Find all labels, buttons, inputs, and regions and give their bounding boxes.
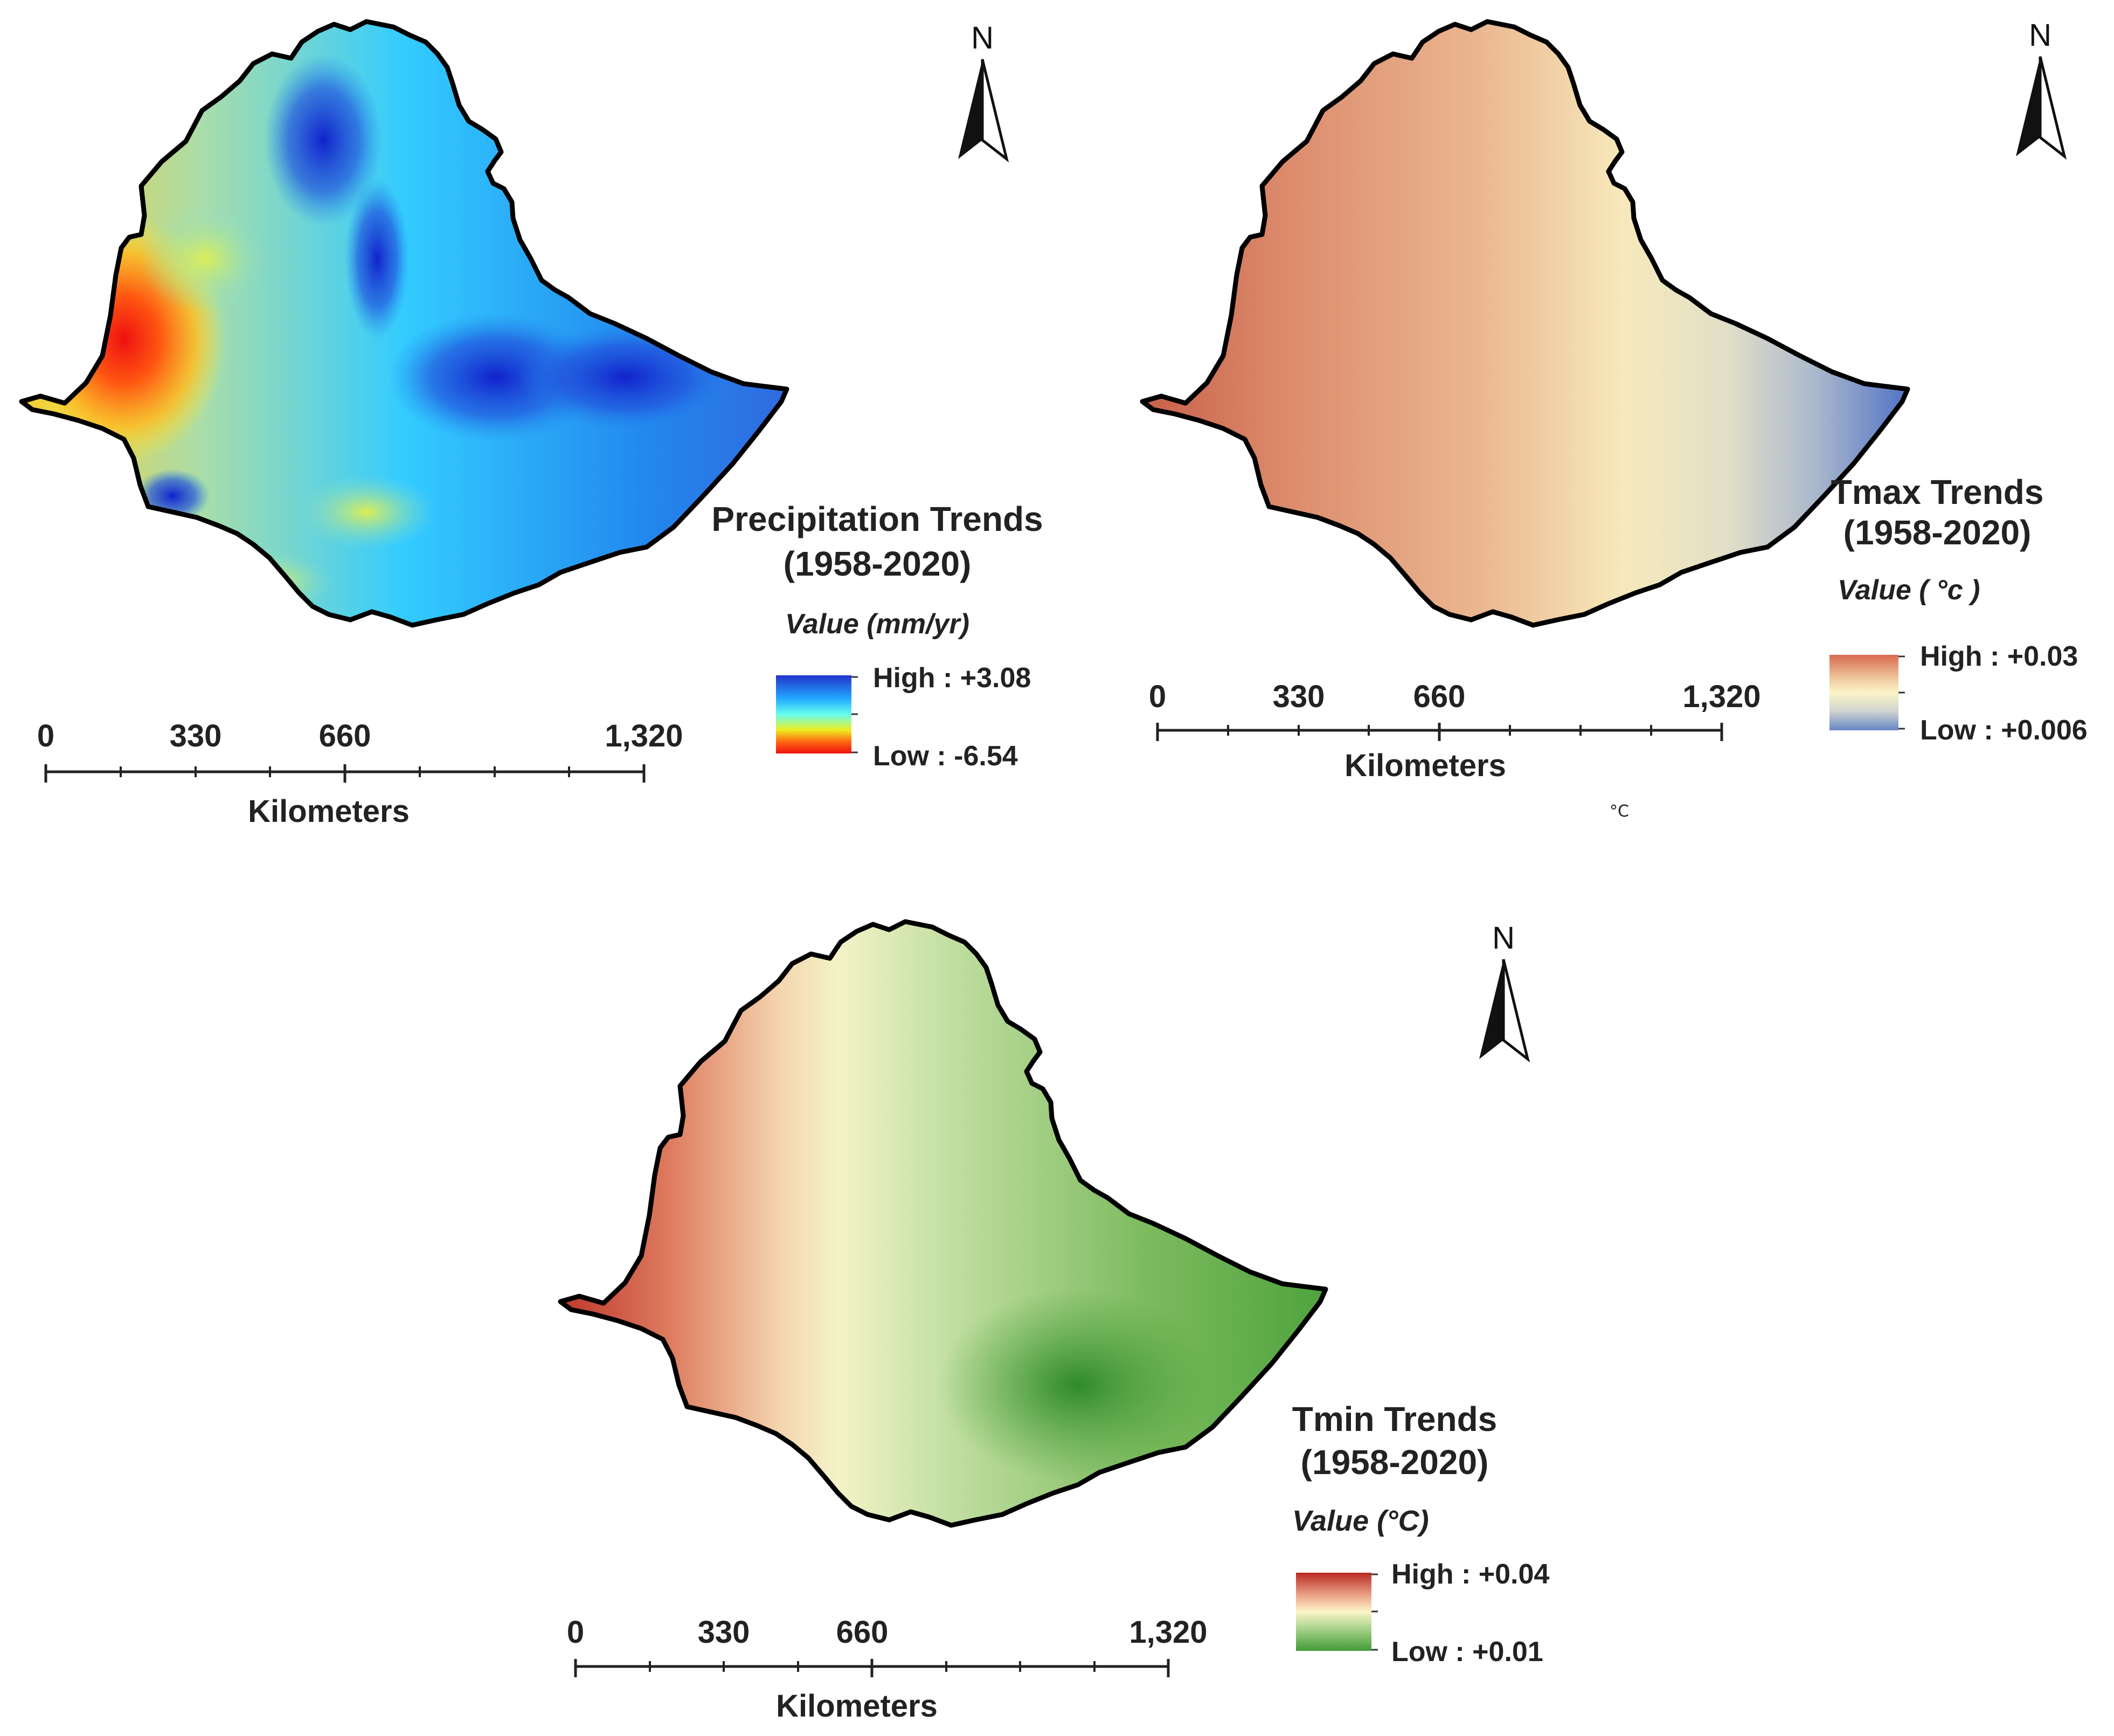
scale-unit: Kilometers bbox=[1344, 748, 1506, 783]
tmin-legend-high: High : +0.04 bbox=[1391, 1559, 1549, 1590]
scale-tick-1320: 1,320 bbox=[605, 718, 683, 753]
tmax-map-country bbox=[1121, 0, 1929, 647]
tmax-period: (1958-2020) bbox=[1843, 513, 2032, 552]
scale-tick-0: 0 bbox=[1149, 679, 1166, 714]
tmin-map-panel: N Tmin Trends (1958-2020) Value (°C) Hig… bbox=[539, 900, 1549, 1724]
north-label: N bbox=[2029, 18, 2051, 53]
precipitation-legend-low: Low : -6.54 bbox=[873, 741, 1018, 772]
scale-tick-660: 660 bbox=[836, 1615, 889, 1650]
tmax-title: Tmax Trends bbox=[1831, 473, 2044, 511]
tmin-scale-bar: 0 330 660 1,320 Kilometers bbox=[567, 1615, 1208, 1724]
scale-tick-660: 660 bbox=[319, 718, 371, 753]
precipitation-period: (1958-2020) bbox=[784, 544, 972, 583]
precipitation-scale-bar: 0 330 660 1,320 Kilometers bbox=[37, 718, 683, 829]
scale-tick-330: 330 bbox=[170, 718, 222, 753]
precipitation-map-country bbox=[0, 0, 808, 647]
north-arrow-icon: N bbox=[2016, 18, 2064, 156]
tmin-map-country bbox=[539, 900, 1347, 1547]
north-arrow-icon: N bbox=[1479, 921, 1528, 1059]
tmax-legend-high: High : +0.03 bbox=[1920, 641, 2078, 672]
tmax-value-label: Value ( °c ) bbox=[1838, 575, 1980, 606]
tmax-legend-ramp bbox=[1829, 655, 1898, 730]
scale-tick-1320: 1,320 bbox=[1682, 679, 1760, 714]
precipitation-map-panel: N Precipitation Trends (1958-2020) Value… bbox=[0, 0, 1043, 829]
precipitation-legend-high: High : +3.08 bbox=[873, 662, 1031, 694]
north-label: N bbox=[971, 20, 994, 56]
tmax-scale-bar: 0 330 660 1,320 Kilometers bbox=[1149, 679, 1761, 783]
tmin-legend-ramp bbox=[1296, 1573, 1371, 1651]
scale-tick-330: 330 bbox=[1273, 679, 1325, 714]
tmin-period: (1958-2020) bbox=[1301, 1443, 1489, 1482]
stray-unit-label: °C bbox=[1610, 802, 1629, 821]
north-arrow-icon: N bbox=[958, 20, 1007, 159]
scale-tick-660: 660 bbox=[1413, 679, 1466, 714]
scale-tick-1320: 1,320 bbox=[1129, 1615, 1207, 1650]
scale-unit: Kilometers bbox=[776, 1689, 938, 1724]
scale-tick-0: 0 bbox=[567, 1615, 584, 1650]
scale-tick-330: 330 bbox=[698, 1615, 750, 1650]
tmax-legend-low: Low : +0.006 bbox=[1920, 715, 2088, 746]
tmin-value-label: Value (°C) bbox=[1292, 1505, 1429, 1537]
tmax-map-panel: N Tmax Trends (1958-2020) Value ( °c ) H… bbox=[1121, 0, 2088, 821]
tmin-title: Tmin Trends bbox=[1292, 1400, 1498, 1438]
north-label: N bbox=[1492, 921, 1515, 956]
precipitation-title: Precipitation Trends bbox=[711, 500, 1043, 538]
precipitation-legend-ramp bbox=[776, 675, 851, 753]
scale-tick-0: 0 bbox=[37, 718, 54, 753]
tmin-legend-low: Low : +0.01 bbox=[1391, 1636, 1543, 1668]
precipitation-value-label: Value (mm/yr) bbox=[785, 608, 969, 640]
scale-unit: Kilometers bbox=[248, 794, 410, 829]
